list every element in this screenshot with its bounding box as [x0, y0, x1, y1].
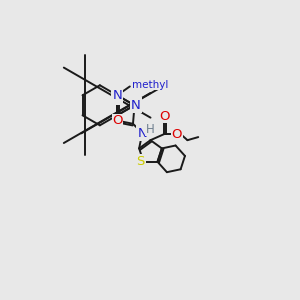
Text: O: O — [171, 128, 182, 140]
Text: N: N — [131, 99, 141, 112]
Text: O: O — [159, 110, 169, 123]
Text: N: N — [137, 127, 147, 140]
Text: O: O — [112, 91, 122, 104]
Text: methyl: methyl — [132, 80, 169, 90]
Text: O: O — [112, 114, 123, 127]
Text: S: S — [136, 155, 145, 168]
Text: N: N — [112, 89, 122, 102]
Text: H: H — [146, 123, 154, 136]
